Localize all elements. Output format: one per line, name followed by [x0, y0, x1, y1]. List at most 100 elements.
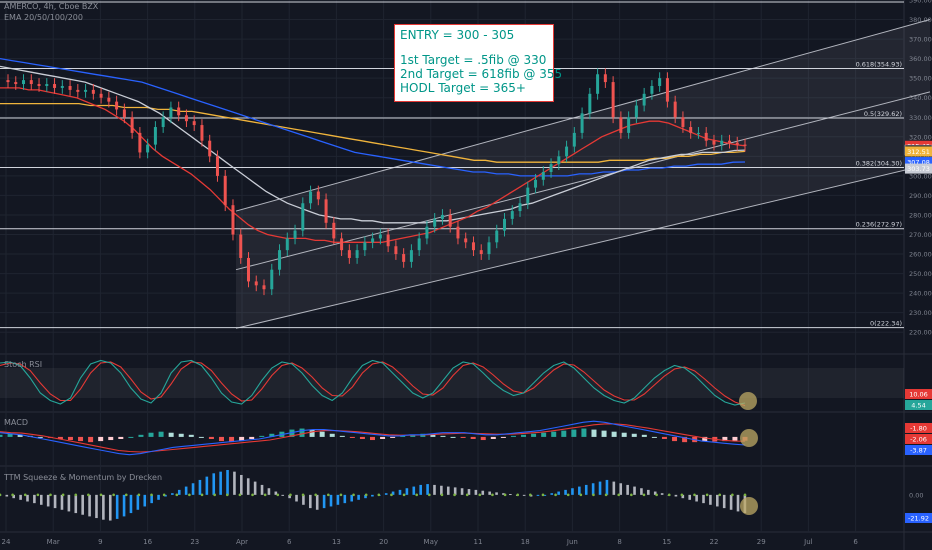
ttm-squeeze-dot	[99, 493, 103, 497]
candle-body	[743, 144, 747, 146]
candle-body	[386, 234, 390, 247]
ttm-momentum-bar	[619, 483, 623, 495]
macd-histogram-bar	[259, 435, 265, 437]
ttm-momentum-bar	[722, 494, 726, 509]
ttm-momentum-bar	[695, 494, 698, 502]
candle-body	[215, 156, 219, 176]
macd-highlight-circle	[740, 429, 758, 447]
candle-body	[324, 199, 328, 223]
y-tick-label: 310.00	[909, 153, 932, 161]
candle-body	[402, 254, 406, 262]
macd-histogram-bar	[541, 432, 547, 437]
macd-histogram-bar	[500, 436, 506, 438]
indicator-title: EMA 20/50/100/200	[4, 13, 83, 22]
ttm-momentum-bar	[26, 494, 29, 502]
x-tick-label: Jun	[566, 538, 578, 546]
ttm-squeeze-dot	[36, 493, 40, 497]
ttm-squeeze-dot	[705, 493, 709, 497]
macd-histogram-bar	[289, 429, 295, 437]
y-tick-label: 260.00	[909, 251, 932, 259]
y-tick-label: 320.00	[909, 133, 932, 141]
candle-body	[223, 175, 227, 206]
candle-body	[596, 74, 600, 94]
ttm-squeeze-dot	[61, 493, 65, 497]
ttm-squeeze-dot	[642, 493, 646, 497]
ttm-momentum-bar	[419, 484, 422, 495]
ttm-momentum-bar	[81, 494, 84, 515]
candle-body	[409, 250, 413, 262]
y-tick-label: 300.00	[909, 172, 932, 180]
ttm-squeeze-dot	[390, 493, 393, 497]
ttm-value-text: -21.92	[908, 515, 929, 523]
candle-body	[471, 242, 475, 251]
candle-body	[115, 101, 119, 110]
ttm-momentum-bar	[702, 494, 705, 504]
ttm-momentum-bar	[129, 494, 133, 514]
candle-body	[246, 257, 250, 282]
macd-histogram-bar	[78, 436, 84, 442]
candle-body	[301, 203, 305, 231]
ttm-momentum-bar	[543, 494, 547, 496]
ttm-momentum-bar	[253, 481, 257, 495]
macd-histogram-bar	[138, 434, 144, 437]
candle-body	[293, 230, 297, 239]
macd-histogram-bar	[410, 434, 416, 437]
candle-body	[239, 234, 243, 258]
y-tick-label: 340.00	[909, 94, 932, 102]
ttm-momentum-bar	[605, 479, 609, 495]
ttm-squeeze-dot	[251, 493, 254, 497]
ttm-squeeze-dot	[339, 493, 343, 497]
ttm-squeeze-dot	[541, 493, 545, 497]
ttm-momentum-bar	[233, 471, 236, 495]
ttm-squeeze-dot	[175, 493, 179, 497]
ttm-momentum-bar	[267, 488, 271, 495]
ttm-momentum-bar	[322, 494, 326, 509]
ttm-momentum-bar	[626, 484, 629, 495]
stoch-value-text: 10.06	[909, 391, 928, 399]
ttm-momentum-bar	[681, 494, 685, 499]
candle-body	[681, 117, 685, 128]
ttm-squeeze-dot	[124, 493, 128, 497]
ttm-momentum-bar	[184, 486, 188, 495]
stoch-band	[0, 368, 904, 398]
candle-body	[45, 84, 49, 86]
x-tick-label: Apr	[236, 538, 248, 546]
candle-body	[689, 127, 693, 133]
ttm-momentum-bar	[509, 494, 512, 496]
candle-body	[316, 191, 320, 200]
ttm-momentum-bar	[460, 488, 464, 495]
ttm-momentum-bar	[177, 489, 181, 495]
ttm-momentum-bar	[716, 494, 719, 507]
ttm-momentum-bar	[612, 481, 616, 495]
ttm-momentum-bar	[67, 494, 71, 512]
ttm-momentum-bar	[364, 494, 367, 499]
candle-body	[285, 238, 289, 251]
macd-histogram-bar	[672, 436, 678, 442]
ttm-highlight-circle	[740, 497, 758, 515]
target-2-text: 2nd Target = 618fib @ 355	[400, 67, 563, 81]
candle-body	[347, 250, 351, 258]
ttm-momentum-bar	[446, 486, 450, 495]
macd-histogram-bar	[390, 436, 396, 438]
ttm-momentum-bar	[736, 494, 740, 512]
ttm-momentum-bar	[578, 486, 581, 495]
ttm-squeeze-dot	[478, 493, 482, 497]
ttm-momentum-bar	[212, 473, 216, 495]
candle-body	[161, 117, 165, 128]
ttm-squeeze-dot	[263, 493, 267, 497]
ttm-momentum-bar	[150, 494, 153, 504]
candle-body	[200, 125, 204, 141]
candle-body	[355, 250, 359, 258]
macd-histogram-bar	[380, 436, 386, 439]
candle-body	[464, 238, 468, 243]
macd-histogram-bar	[722, 436, 728, 442]
candle-body	[146, 144, 150, 153]
ttm-momentum-bar	[39, 494, 43, 505]
ttm-momentum-bar	[191, 483, 195, 495]
ttm-momentum-bar	[115, 494, 119, 519]
macd-value-text: -1.80	[910, 425, 927, 433]
macd-histogram-bar	[651, 436, 657, 438]
channel-lower-line	[235, 163, 931, 329]
candle-body	[642, 93, 646, 106]
